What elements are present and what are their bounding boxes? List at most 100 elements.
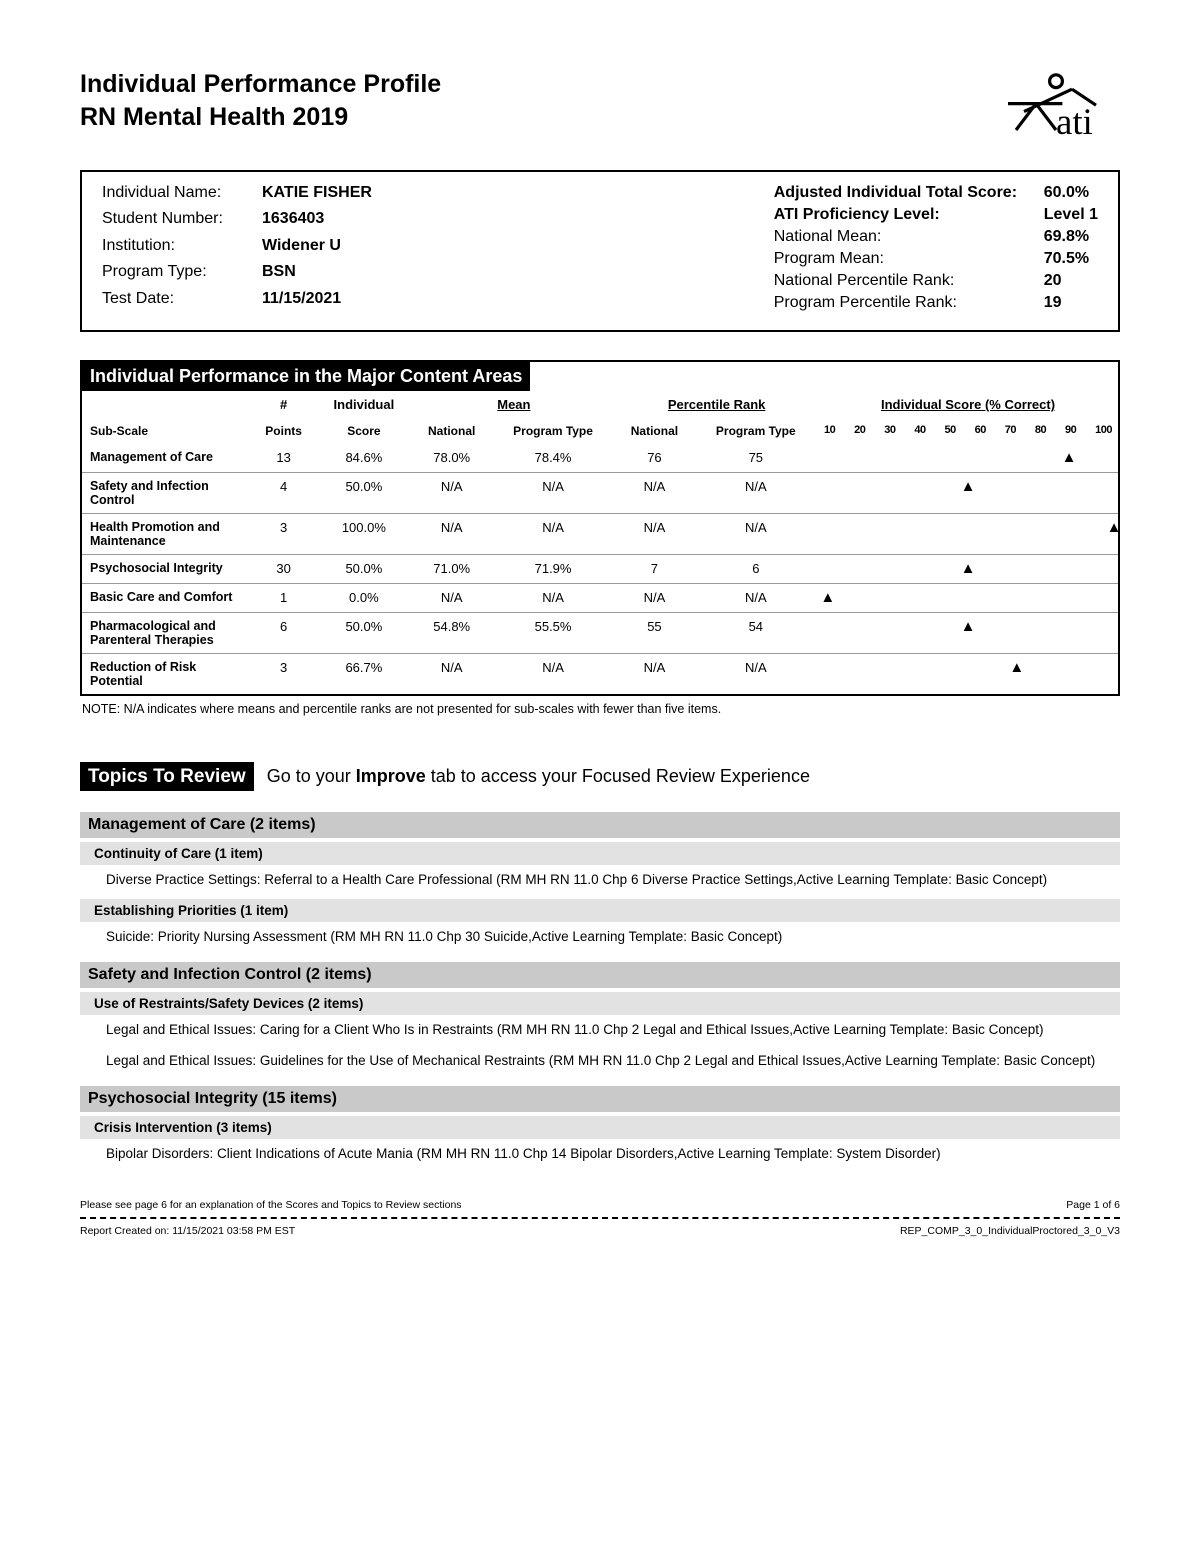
chart-marker-icon: ▲ <box>1009 660 1024 675</box>
chart-marker-icon: ▲ <box>1107 520 1122 535</box>
footer-repid: REP_COMP_3_0_IndividualProctored_3_0_V3 <box>900 1225 1120 1237</box>
table-cell: Basic Care and Comfort <box>82 584 252 613</box>
table-cell: N/A <box>413 584 491 613</box>
table-cell: 54.8% <box>413 613 491 654</box>
table-cell: 13 <box>252 444 315 473</box>
table-cell: 78.4% <box>491 444 615 473</box>
perf-section-title: Individual Performance in the Major Cont… <box>82 362 530 391</box>
topics-header: Topics To Review Go to your Improve tab … <box>80 766 1120 788</box>
table-cell: N/A <box>694 514 818 555</box>
student-info: Individual Name: KATIE FISHER Student Nu… <box>102 184 372 312</box>
table-cell: Pharmacological and Parenteral Therapies <box>82 613 252 654</box>
table-cell: N/A <box>615 654 693 695</box>
table-cell: 71.0% <box>413 555 491 584</box>
table-row: Health Promotion and Maintenance3100.0%N… <box>82 514 1118 555</box>
name-value: KATIE FISHER <box>262 184 372 206</box>
topics-sub-bold: Improve <box>356 766 426 786</box>
footer-1: Please see page 6 for an explanation of … <box>80 1199 1120 1211</box>
chart-cell: ▲ <box>818 613 1118 654</box>
table-cell: 50.0% <box>315 613 412 654</box>
chart-tick: 10 <box>824 424 835 436</box>
performance-box: Individual Performance in the Major Cont… <box>80 360 1120 696</box>
table-cell: 3 <box>252 654 315 695</box>
institution-label: Institution: <box>102 237 262 259</box>
review-item: Legal and Ethical Issues: Caring for a C… <box>80 1015 1120 1045</box>
hdr-chart: Individual Score (% Correct) <box>818 391 1118 418</box>
table-row: Pharmacological and Parenteral Therapies… <box>82 613 1118 654</box>
table-cell: 4 <box>252 473 315 514</box>
review-container: Management of Care (2 items) Continuity o… <box>80 812 1120 1169</box>
subcategory-bar: Use of Restraints/Safety Devices (2 item… <box>80 992 1120 1015</box>
table-cell: 71.9% <box>491 555 615 584</box>
topics-title: Topics To Review <box>80 762 254 791</box>
table-cell: 6 <box>694 555 818 584</box>
review-category: Safety and Infection Control (2 items)Us… <box>80 962 1120 1075</box>
hdr-progtype1: Program Type <box>491 418 615 444</box>
hdr-points: Points <box>252 418 315 444</box>
chart-tick: 50 <box>945 424 956 436</box>
prog-pct-label: Program Percentile Rank: <box>774 294 1044 312</box>
institution-value: Widener U <box>262 237 372 259</box>
topics-sub-post: tab to access your Focused Review Experi… <box>426 766 810 786</box>
table-cell: 66.7% <box>315 654 412 695</box>
table-cell: 6 <box>252 613 315 654</box>
review-item: Legal and Ethical Issues: Guidelines for… <box>80 1046 1120 1076</box>
review-category: Management of Care (2 items) Continuity o… <box>80 812 1120 952</box>
category-bar: Management of Care (2 items) <box>80 812 1120 838</box>
table-cell: 50.0% <box>315 473 412 514</box>
test-date-label: Test Date: <box>102 290 262 312</box>
chart-marker-icon: ▲ <box>961 561 976 576</box>
table-cell: 55.5% <box>491 613 615 654</box>
subcategory-bar: Establishing Priorities (1 item) <box>80 899 1120 922</box>
page-title-2: RN Mental Health 2019 <box>80 103 441 132</box>
prof-value: Level 1 <box>1044 206 1098 224</box>
table-cell: Management of Care <box>82 444 252 473</box>
adjusted-label: Adjusted Individual Total Score: <box>774 184 1044 202</box>
review-item: Suicide: Priority Nursing Assessment (RM… <box>80 922 1120 952</box>
review-item: Bipolar Disorders: Client Indications of… <box>80 1139 1120 1169</box>
student-num-value: 1636403 <box>262 210 372 232</box>
review-item: Diverse Practice Settings: Referral to a… <box>80 865 1120 895</box>
chart-cell: ▲ <box>818 555 1118 584</box>
table-cell: N/A <box>491 514 615 555</box>
program-type-value: BSN <box>262 263 372 285</box>
chart-tick: 80 <box>1035 424 1046 436</box>
chart-marker-icon: ▲ <box>961 479 976 494</box>
table-cell: N/A <box>615 584 693 613</box>
chart-tick: 70 <box>1005 424 1016 436</box>
table-cell: 100.0% <box>315 514 412 555</box>
hdr-national2: National <box>615 418 693 444</box>
subcategory-bar: Continuity of Care (1 item) <box>80 842 1120 865</box>
prog-mean-label: Program Mean: <box>774 250 1044 268</box>
table-cell: Psychosocial Integrity <box>82 555 252 584</box>
name-label: Individual Name: <box>102 184 262 206</box>
chart-marker-icon: ▲ <box>961 619 976 634</box>
table-cell: N/A <box>694 584 818 613</box>
table-cell: 1 <box>252 584 315 613</box>
review-category: Psychosocial Integrity (15 items)Crisis … <box>80 1086 1120 1169</box>
table-cell: N/A <box>694 473 818 514</box>
table-cell: N/A <box>694 654 818 695</box>
prof-label: ATI Proficiency Level: <box>774 206 1044 224</box>
table-note: NOTE: N/A indicates where means and perc… <box>82 702 1120 716</box>
table-cell: N/A <box>615 514 693 555</box>
footer-created: Report Created on: 11/15/2021 03:58 PM E… <box>80 1225 295 1237</box>
chart-tick: 60 <box>975 424 986 436</box>
table-cell: Health Promotion and Maintenance <box>82 514 252 555</box>
table-cell: 0.0% <box>315 584 412 613</box>
nat-mean-value: 69.8% <box>1044 228 1098 246</box>
chart-tick: 100 <box>1095 424 1112 436</box>
hdr-national1: National <box>413 418 491 444</box>
report-page: Individual Performance Profile RN Mental… <box>0 0 1200 1277</box>
hdr-percentile: Percentile Rank <box>615 391 818 418</box>
table-cell: 54 <box>694 613 818 654</box>
page-title-1: Individual Performance Profile <box>80 70 441 99</box>
table-cell: Safety and Infection Control <box>82 473 252 514</box>
prog-pct-value: 19 <box>1044 294 1098 312</box>
hdr-score: Score <box>315 418 412 444</box>
summary-box: Individual Name: KATIE FISHER Student Nu… <box>80 170 1120 332</box>
chart-tick: 20 <box>854 424 865 436</box>
table-row: Safety and Infection Control450.0%N/AN/A… <box>82 473 1118 514</box>
hdr-subscale: Sub-Scale <box>82 418 252 444</box>
chart-cell: ▲ <box>818 514 1118 555</box>
